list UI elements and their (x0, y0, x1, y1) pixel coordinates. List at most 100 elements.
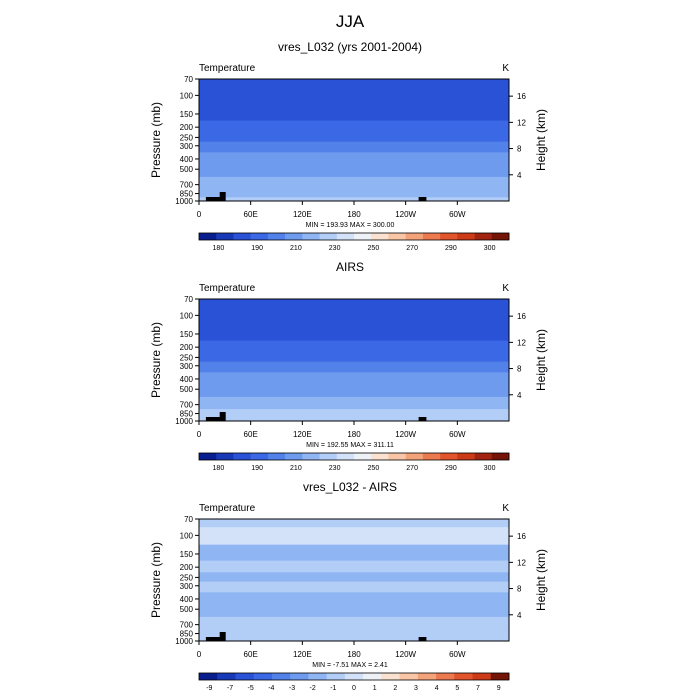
y-right-axis-title: Height (km) (534, 109, 548, 171)
y-tick-label: 150 (180, 110, 194, 119)
y-tick-label: 1000 (175, 417, 193, 426)
colorbar-swatch (271, 673, 291, 680)
x-tick-label: 120W (395, 650, 416, 659)
colorbar-swatch (371, 233, 389, 240)
contour-band (199, 604, 509, 618)
y-right-tick-label: 12 (517, 338, 526, 347)
terrain-block (219, 412, 226, 421)
colorbar-swatch (381, 673, 400, 680)
colorbar-swatch (199, 453, 217, 460)
colorbar-swatch (440, 233, 458, 240)
colorbar-label: -1 (330, 685, 336, 692)
contour-band (199, 409, 509, 418)
colorbar-frame (198, 232, 510, 241)
chart-panel-1: vres_L032 (yrs 2001-2004) Temperature K 70 1… (149, 40, 548, 252)
contour-field (199, 299, 509, 421)
y-right-tick-label: 12 (517, 118, 526, 127)
contour-band (199, 299, 509, 308)
colorbar-swatch (326, 673, 346, 680)
y-tick-label: 250 (180, 133, 194, 142)
colorbar-label: 4 (435, 685, 439, 692)
y-right-tick-label: 4 (517, 171, 522, 180)
colorbar-label: 210 (290, 465, 302, 472)
colorbar-swatch (422, 453, 441, 460)
terrain-block (418, 637, 427, 641)
y-tick-label: 700 (180, 621, 194, 630)
y-right-tick-label: 8 (517, 145, 522, 154)
terrain-block (418, 197, 427, 201)
panel-variable-label: Temperature (199, 503, 256, 514)
colorbar-swatch (405, 453, 424, 460)
y-tick-label: 300 (180, 142, 194, 151)
colorbar-swatch (354, 453, 372, 460)
colorbar-swatch (474, 233, 493, 240)
colorbar-label: -7 (227, 685, 233, 692)
colorbar-label: 290 (445, 245, 457, 252)
colorbar-swatch (290, 673, 309, 680)
y-tick-label: 300 (180, 582, 194, 591)
y-tick-label: 850 (180, 630, 194, 639)
y-tick-label: 250 (180, 353, 194, 362)
y-right-tick-label: 8 (517, 365, 522, 374)
colorbar-frame (198, 452, 510, 461)
colorbar: -9 -7 -5 -4 -3 -2 -1 0 1 2 3 4 5 7 9 (198, 672, 510, 692)
panel-units-label: K (502, 503, 509, 514)
y-tick-label: 700 (180, 401, 194, 410)
colorbar-swatch (388, 233, 406, 240)
y-right-tick-label: 12 (517, 558, 526, 567)
y-right-tick-label: 4 (517, 391, 522, 400)
colorbar-swatch (405, 233, 424, 240)
y-tick-label: 100 (180, 91, 194, 100)
y-tick-label: 250 (180, 573, 194, 582)
colorbar-label: 300 (484, 465, 496, 472)
terrain-mask (205, 192, 427, 201)
colorbar-swatch (285, 233, 303, 240)
colorbar-swatch (344, 673, 364, 680)
panel-variable-label: Temperature (199, 63, 256, 74)
y-tick-label: 500 (180, 605, 194, 614)
terrain-block (219, 192, 226, 201)
colorbar-swatch (308, 673, 327, 680)
colorbar-swatch (472, 673, 492, 680)
terrain-block (205, 637, 224, 641)
panel-title: vres_L032 (yrs 2001-2004) (278, 40, 422, 54)
colorbar-swatch (399, 673, 419, 680)
contour-band (199, 79, 509, 88)
colorbar-swatch (267, 233, 286, 240)
colorbar-label: 270 (406, 245, 418, 252)
colorbar-label: 250 (368, 465, 380, 472)
colorbar-label: 9 (497, 685, 501, 692)
y-tick-label: 500 (180, 385, 194, 394)
colorbar-label: 180 (213, 245, 225, 252)
y-tick-label: 100 (180, 311, 194, 320)
y-right-tick-label: 16 (517, 92, 526, 101)
contour-band (199, 132, 509, 143)
colorbar-label: 190 (251, 245, 263, 252)
colorbar-swatch (233, 453, 251, 460)
colorbar-swatch (235, 673, 255, 680)
contour-field (199, 79, 509, 201)
y-right-axis-title: Height (km) (534, 329, 548, 391)
colorbar-label: 230 (329, 465, 341, 472)
colorbar-swatch (336, 453, 355, 460)
x-tick-label: 120E (293, 210, 312, 219)
y-tick-label: 150 (180, 550, 194, 559)
colorbar-label: -3 (289, 685, 295, 692)
panel-variable-label: Temperature (199, 283, 256, 294)
contour-band (199, 519, 509, 528)
contour-band (199, 396, 509, 410)
x-tick-label: 120E (293, 430, 312, 439)
terrain-block (418, 417, 427, 421)
colorbar-swatch (319, 453, 338, 460)
y-right-axis-title: Height (km) (534, 549, 548, 611)
y-tick-label: 200 (180, 343, 194, 352)
x-tick-label: 120W (395, 430, 416, 439)
x-tick-label: 0 (197, 430, 202, 439)
figure-title: JJA (336, 12, 365, 31)
panel-units-label: K (502, 283, 509, 294)
colorbar-swatch (250, 233, 269, 240)
colorbar-swatch (199, 673, 218, 680)
y-tick-label: 200 (180, 123, 194, 132)
